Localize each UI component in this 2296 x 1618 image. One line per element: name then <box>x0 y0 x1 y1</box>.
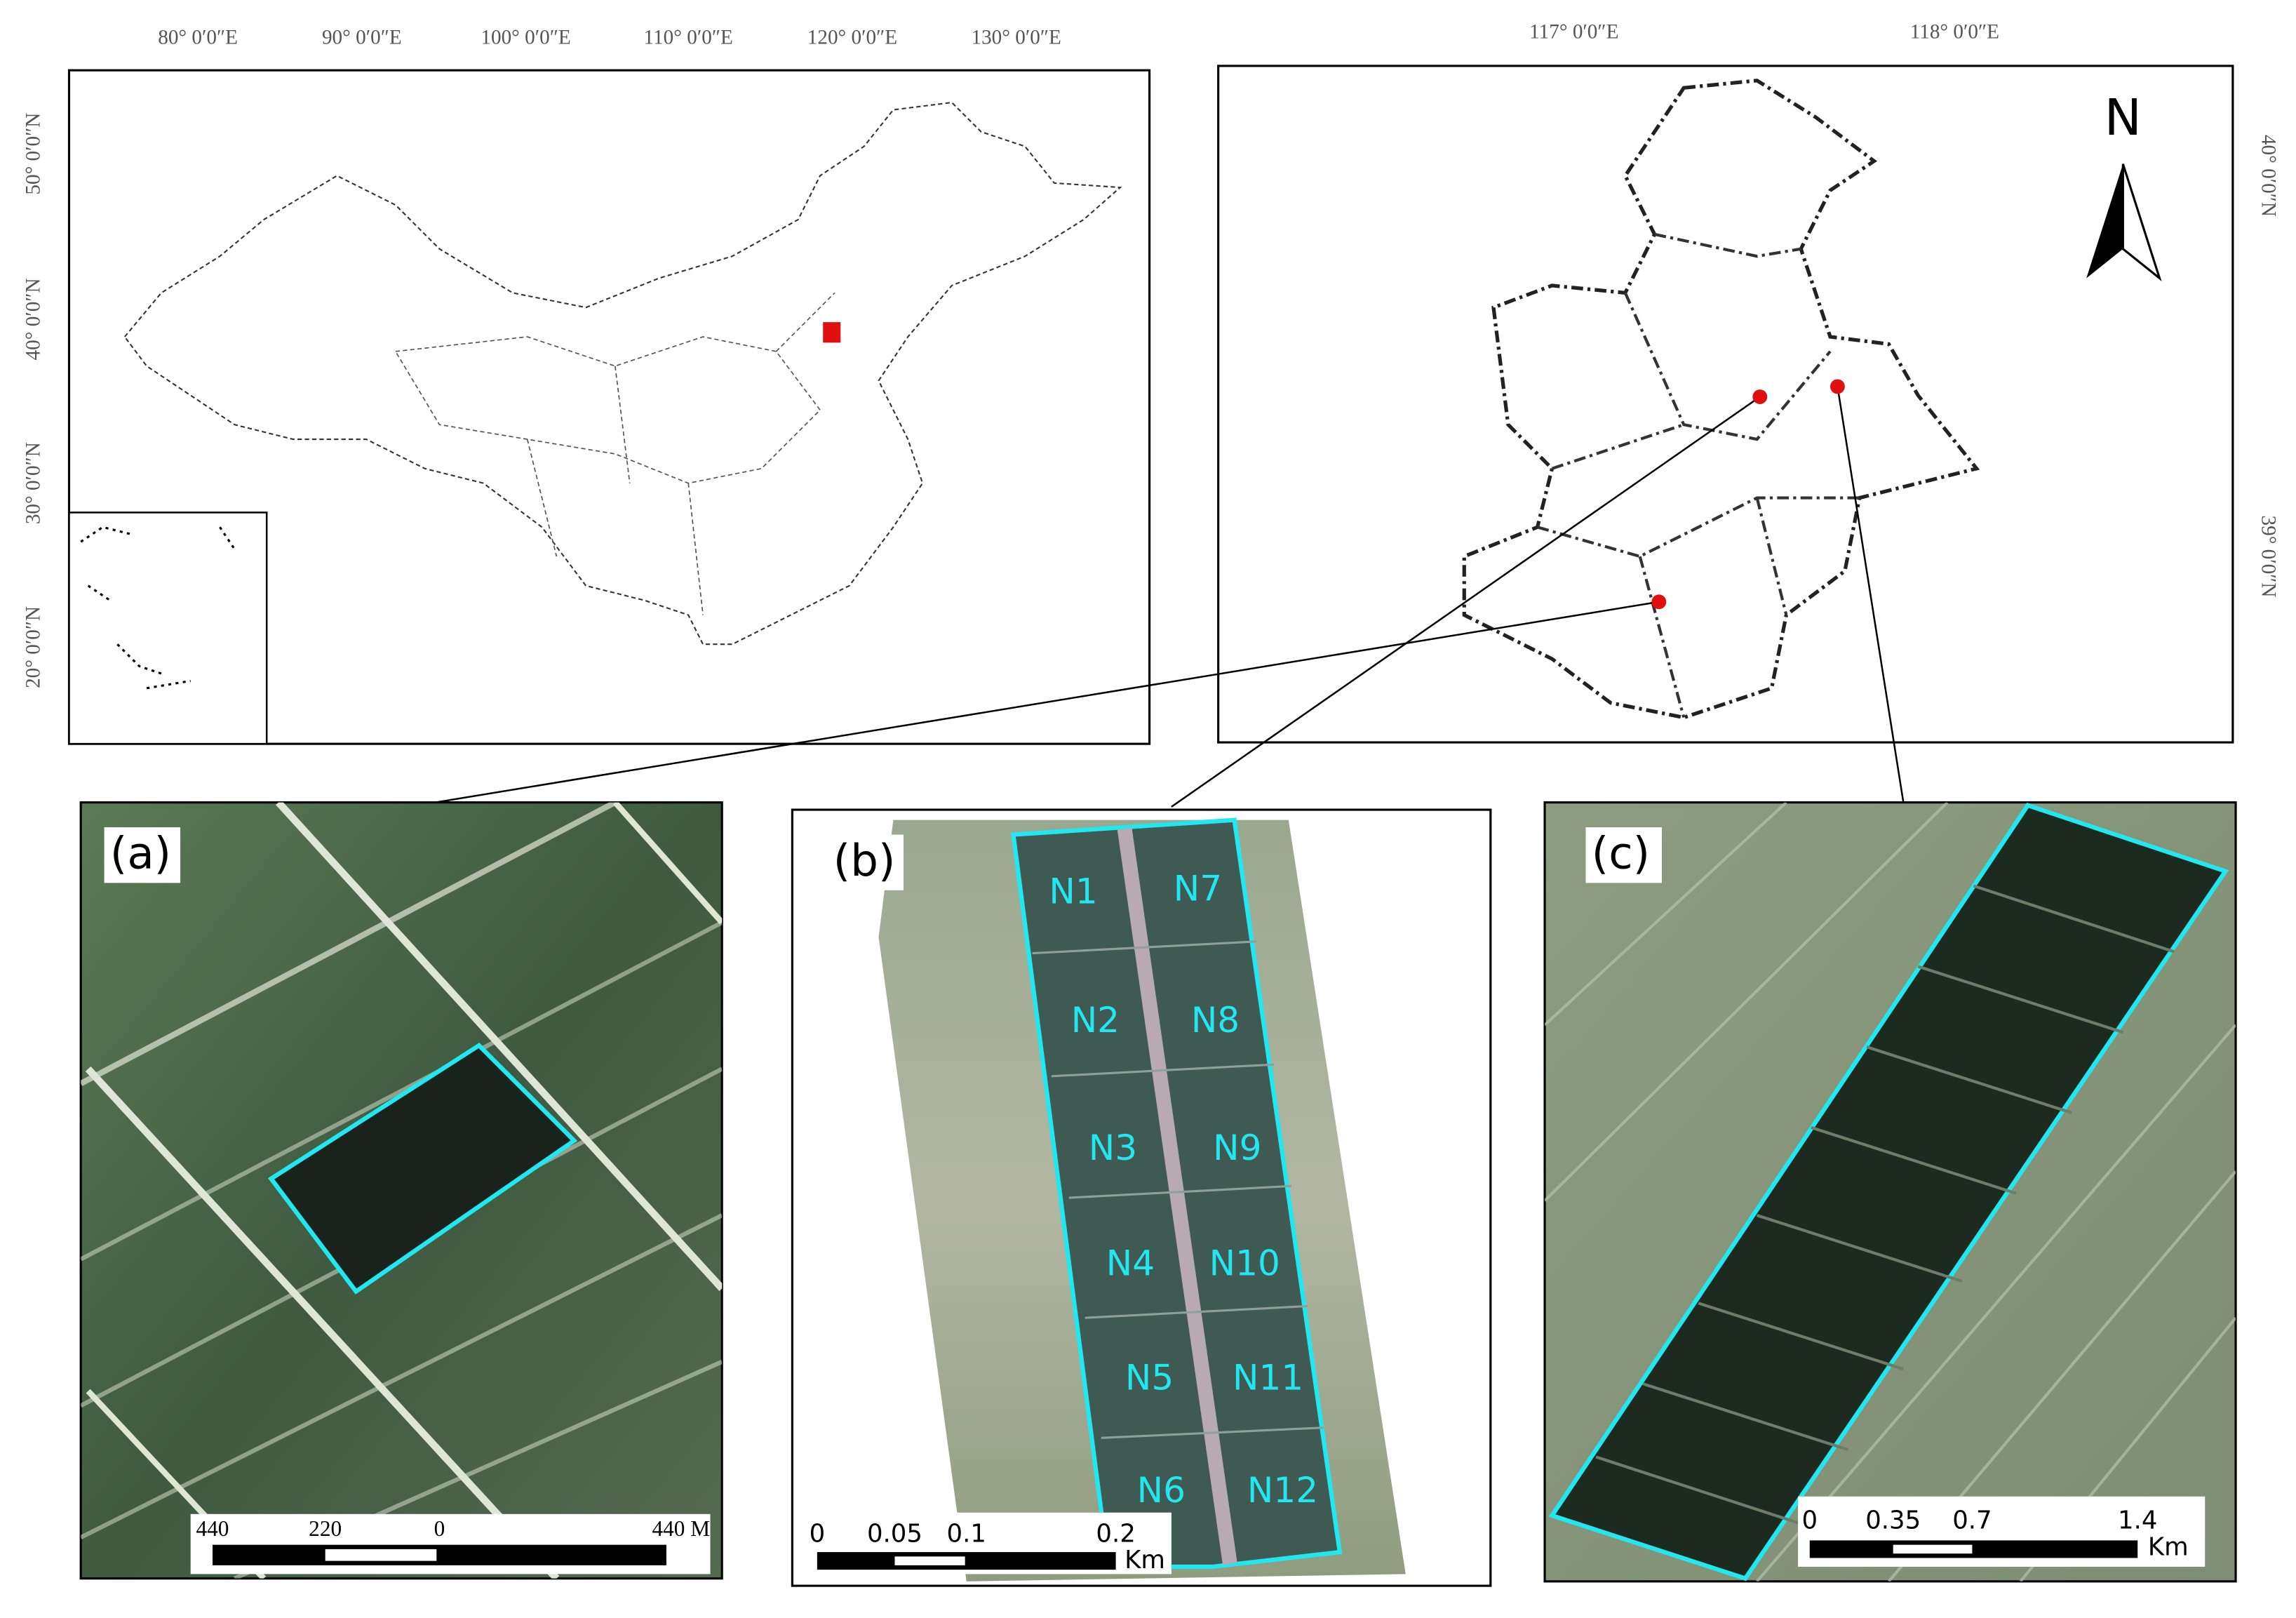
plot-label: N8 <box>1191 1000 1240 1041</box>
plot-label: N3 <box>1089 1128 1137 1168</box>
lat-label: 40° 0′0″N <box>22 278 45 360</box>
scale-bar-c-white <box>1893 1544 1973 1554</box>
plot-label: N7 <box>1174 868 1222 909</box>
plot-label: N1 <box>1049 871 1097 912</box>
scale-label: 1.4 <box>2118 1506 2157 1535</box>
inset-frame <box>68 512 268 745</box>
north-arrow-right <box>2121 163 2162 281</box>
scale-label: Km <box>2148 1532 2189 1561</box>
lon-label: 110° 0′0″E <box>644 27 733 49</box>
panel-label-bg <box>827 834 904 890</box>
scale-label: Km <box>1124 1546 1165 1574</box>
lat-label: 50° 0′0″N <box>22 113 45 195</box>
lon-label: 80° 0′0″E <box>158 27 238 49</box>
scale-label: 220 <box>309 1516 342 1541</box>
scale-label: 0.7 <box>1952 1506 1992 1535</box>
scale-label: 0.05 <box>867 1519 922 1548</box>
panel-label: (c) <box>1592 828 1650 879</box>
scale-label: 0.2 <box>1096 1519 1135 1548</box>
study-field-c <box>1548 803 2229 1582</box>
center-path <box>1117 827 1237 1565</box>
study-field-a <box>267 1043 578 1295</box>
panel-c-dividers <box>1595 884 2175 1525</box>
lat-label: 40° 0′0″N <box>2257 135 2280 217</box>
province-lines <box>394 292 835 615</box>
scale-label: 440 M <box>652 1516 710 1541</box>
inset-islands <box>80 526 236 690</box>
plot-label: N5 <box>1125 1357 1174 1398</box>
lat-label: 39° 0′0″N <box>2257 515 2280 597</box>
scale-label: 0 <box>1801 1506 1818 1535</box>
site-dot <box>1830 379 1845 394</box>
panel-label: (b) <box>833 835 896 886</box>
lat-label: 20° 0′0″N <box>22 606 45 688</box>
lon-label: 120° 0′0″E <box>807 27 897 49</box>
scale-label: 0.1 <box>947 1519 986 1548</box>
site-dot <box>1752 389 1768 404</box>
panel-label-bg <box>104 827 181 883</box>
connector <box>1171 396 1761 808</box>
district-lines <box>1537 232 1860 718</box>
study-area-marker <box>823 322 841 343</box>
scale-bar-a-white <box>325 1549 437 1561</box>
plot-dividers <box>1032 940 1324 1439</box>
scale-label: 440 <box>196 1516 229 1541</box>
plot-label: N4 <box>1106 1243 1155 1284</box>
lon-label: 130° 0′0″E <box>971 27 1061 49</box>
scale-label: 0.35 <box>1865 1506 1921 1535</box>
scale-bar-b <box>817 1552 1116 1570</box>
lon-label: 90° 0′0″E <box>322 27 402 49</box>
tianjin-frame <box>1217 65 2234 744</box>
connector <box>1837 386 1905 803</box>
lat-label: 30° 0′0″N <box>22 442 45 524</box>
scale-label: 0 <box>434 1516 445 1541</box>
scale-label: 0 <box>810 1519 826 1548</box>
panel-label: (a) <box>110 828 171 879</box>
scale-bar-a <box>212 1544 666 1565</box>
scale-bar-c <box>1809 1540 2138 1558</box>
panel-label-bg <box>1585 827 1662 883</box>
site-dot <box>1651 594 1667 610</box>
plot-label: N11 <box>1233 1357 1303 1398</box>
north-label: N <box>2104 88 2142 147</box>
plot-label: N12 <box>1247 1470 1318 1511</box>
connector <box>417 601 1660 807</box>
plot-label: N10 <box>1209 1243 1280 1284</box>
scale-bar-b-white <box>894 1556 965 1565</box>
china-outline <box>123 101 1122 646</box>
plot-label: N6 <box>1137 1470 1186 1511</box>
lon-label: 118° 0′0″E <box>1910 20 1999 43</box>
plot-label: N9 <box>1213 1128 1261 1168</box>
lon-label: 117° 0′0″E <box>1529 20 1618 43</box>
lon-label: 100° 0′0″E <box>481 27 570 49</box>
plot-label: N2 <box>1071 1000 1120 1041</box>
